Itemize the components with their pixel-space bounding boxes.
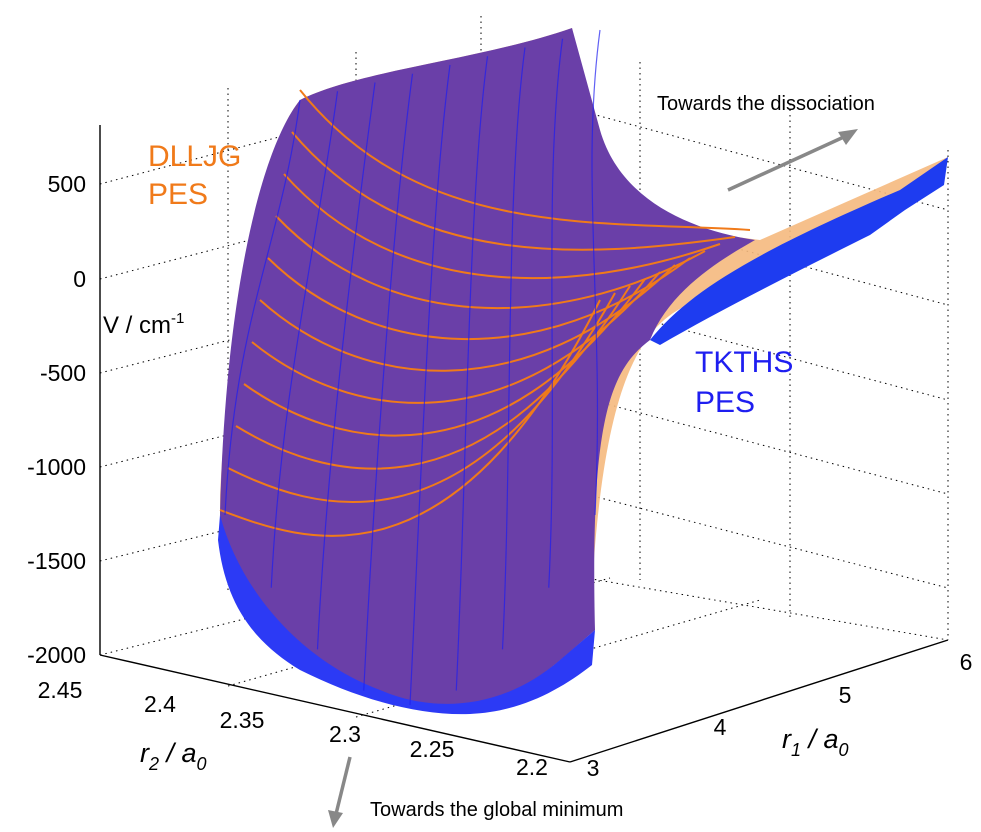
annotation-dissociation: Towards the dissociation [657,93,875,115]
r2-tick-2.2: 2.2 [516,754,548,780]
mesh-line-blue [455,56,489,691]
z-tick-neg1500: -1500 [27,548,86,574]
legend-dlljg-line1: DLLJG [148,140,241,173]
r2-tick-2.45: 2.45 [38,677,83,703]
r2-tick-2.35: 2.35 [220,707,265,733]
legend-tkths-line2: PES [695,386,755,419]
z-tick-neg1000: -1000 [27,454,86,480]
mesh-line-blue [548,38,564,588]
mesh-line-orange [275,215,706,310]
r1-axis-label: r1 / a0 [782,724,849,760]
annotation-global-min: Towards the global minimum [370,799,623,821]
r1-tick-6: 6 [960,649,973,675]
pes-surfaces [218,28,948,715]
mesh-line-orange [235,285,631,470]
mesh-line-blue [270,91,339,588]
r2-tick-2.3: 2.3 [329,721,361,747]
mesh-line-orange [251,271,661,404]
mesh-line-blue [591,29,601,516]
r2-tick-2.4: 2.4 [144,691,176,717]
r1-tick-4: 4 [714,714,727,740]
mesh-line-blue [316,82,376,650]
r1-tick-5: 5 [839,682,852,708]
arrow-dissociation-head [838,129,858,145]
surface-mesh [219,29,751,706]
r1-tick-3: 3 [587,755,600,781]
z-axis-ticks: 500 0 -500 -1000 -1500 -2000 [27,171,86,668]
arrow-dissociation [727,134,847,192]
z-tick-neg500: -500 [40,360,86,386]
mesh-line-orange [259,264,676,372]
z-axis-label: V / cm-1 [103,310,184,339]
mesh-line-orange [267,257,691,341]
r2-axis-label: r2 / a0 [140,738,207,774]
legend-tkths-line1: TKTHS [695,346,793,379]
mesh-line-blue [501,47,526,650]
mesh-line-orange [299,89,751,231]
mesh-line-blue [224,99,301,516]
r2-tick-2.25: 2.25 [410,736,455,762]
arrow-global-min-head [328,810,343,828]
mesh-line-orange [291,131,736,251]
mesh-line-orange [283,173,721,280]
z-tick-neg2000: -2000 [27,642,86,668]
mesh-line-blue [363,73,414,691]
arrow-global-min [334,756,352,815]
tkths-wing [650,157,948,345]
tkths-rim [218,515,595,715]
r2-axis-ticks: 2.45 2.4 2.35 2.3 2.25 2.2 [38,677,548,780]
z-tick-500: 500 [48,171,86,197]
legend-dlljg-line2: PES [148,178,208,211]
mesh-line-blue [409,64,451,706]
purple-surface [220,28,755,711]
r1-axis-ticks: 3 4 5 6 [587,649,973,781]
axes [99,125,949,763]
z-tick-0: 0 [73,266,86,292]
